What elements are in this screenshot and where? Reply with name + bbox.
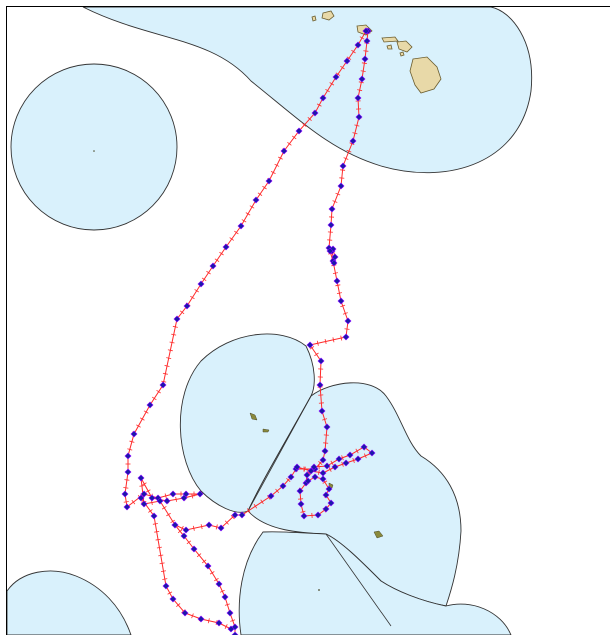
tick-mark-icon <box>124 480 129 481</box>
diamond-marker-icon[interactable] <box>266 178 272 184</box>
diamond-marker-icon[interactable] <box>338 298 344 304</box>
tick-mark-icon <box>333 273 338 274</box>
tick-mark-icon <box>215 259 219 262</box>
tick-mark-icon <box>314 353 318 356</box>
tick-mark-icon <box>170 342 175 343</box>
vessel-track-segment <box>175 525 235 635</box>
eez-zone-johnston <box>11 64 177 230</box>
tick-mark-icon <box>173 326 178 327</box>
island-lanai <box>387 45 392 49</box>
diamond-marker-icon[interactable] <box>239 512 245 518</box>
tick-mark-icon <box>195 289 199 292</box>
diamond-marker-icon[interactable] <box>160 382 166 388</box>
diamond-marker-icon[interactable] <box>125 453 131 459</box>
diamond-marker-icon[interactable] <box>125 469 131 475</box>
tick-mark-icon <box>171 334 176 335</box>
tick-mark-icon <box>193 526 194 531</box>
diamond-marker-icon[interactable] <box>227 610 233 616</box>
island-kahoolawe <box>400 52 404 56</box>
map-frame[interactable] <box>6 6 610 635</box>
tick-mark-icon <box>152 397 156 400</box>
tick-mark-icon <box>139 486 144 487</box>
diamond-marker-icon[interactable] <box>147 402 153 408</box>
diamond-marker-icon[interactable] <box>122 491 128 497</box>
tick-mark-icon <box>333 337 334 342</box>
tick-mark-icon <box>124 502 129 503</box>
tick-mark-icon <box>163 373 168 374</box>
diamond-marker-icon[interactable] <box>328 222 334 228</box>
island-molokai <box>382 37 398 42</box>
diamond-marker-icon[interactable] <box>198 616 204 622</box>
diamond-marker-icon[interactable] <box>183 527 189 533</box>
eez-layer <box>7 7 532 635</box>
eez-zone-southwest <box>7 571 131 635</box>
diamond-marker-icon[interactable] <box>338 183 344 189</box>
tick-mark-icon <box>157 390 161 393</box>
diamond-marker-icon[interactable] <box>163 583 169 589</box>
tick-mark-icon <box>176 497 177 502</box>
diamond-marker-icon[interactable] <box>164 498 170 504</box>
tick-mark-icon <box>161 381 166 382</box>
diamond-marker-icon[interactable] <box>253 197 259 203</box>
diamond-marker-icon[interactable] <box>329 206 335 212</box>
diamond-marker-icon[interactable] <box>343 334 349 340</box>
tick-mark-icon <box>317 341 318 346</box>
diamond-marker-icon[interactable] <box>206 522 212 528</box>
diamond-marker-icon[interactable] <box>138 475 144 481</box>
tick-mark-icon <box>166 358 171 359</box>
tick-mark-icon <box>230 238 234 241</box>
island-johnston <box>93 150 95 152</box>
map-canvas[interactable] <box>7 7 610 635</box>
tick-mark-icon <box>219 252 223 255</box>
island-niihau <box>312 16 316 21</box>
diamond-marker-icon[interactable] <box>318 358 324 364</box>
diamond-marker-icon[interactable] <box>222 594 228 600</box>
tick-mark-icon <box>345 329 350 330</box>
tick-mark-icon <box>165 365 170 366</box>
tick-mark-icon <box>341 336 342 341</box>
diamond-marker-icon[interactable] <box>340 163 346 169</box>
tick-mark-icon <box>168 350 173 351</box>
island-jarvis <box>318 589 320 591</box>
tick-mark-icon <box>202 278 206 281</box>
diamond-marker-icon[interactable] <box>307 342 313 348</box>
tick-mark-icon <box>201 524 202 529</box>
tick-mark-icon <box>335 285 340 286</box>
diamond-marker-icon[interactable] <box>198 281 204 287</box>
tick-mark-icon <box>363 51 368 52</box>
tick-mark-icon <box>234 231 238 234</box>
diamond-marker-icon[interactable] <box>131 431 137 437</box>
tick-mark-icon <box>123 488 128 489</box>
tick-mark-icon <box>325 339 326 344</box>
tick-mark-icon <box>190 296 194 299</box>
diamond-marker-icon[interactable] <box>216 581 222 587</box>
diamond-marker-icon[interactable] <box>210 263 216 269</box>
diamond-marker-icon[interactable] <box>170 491 176 497</box>
tick-mark-icon <box>206 271 210 274</box>
diamond-marker-icon[interactable] <box>334 278 340 284</box>
diamond-marker-icon[interactable] <box>345 318 351 324</box>
tick-mark-icon <box>337 293 342 294</box>
tick-mark-icon <box>262 186 266 189</box>
tick-mark-icon <box>258 193 262 196</box>
